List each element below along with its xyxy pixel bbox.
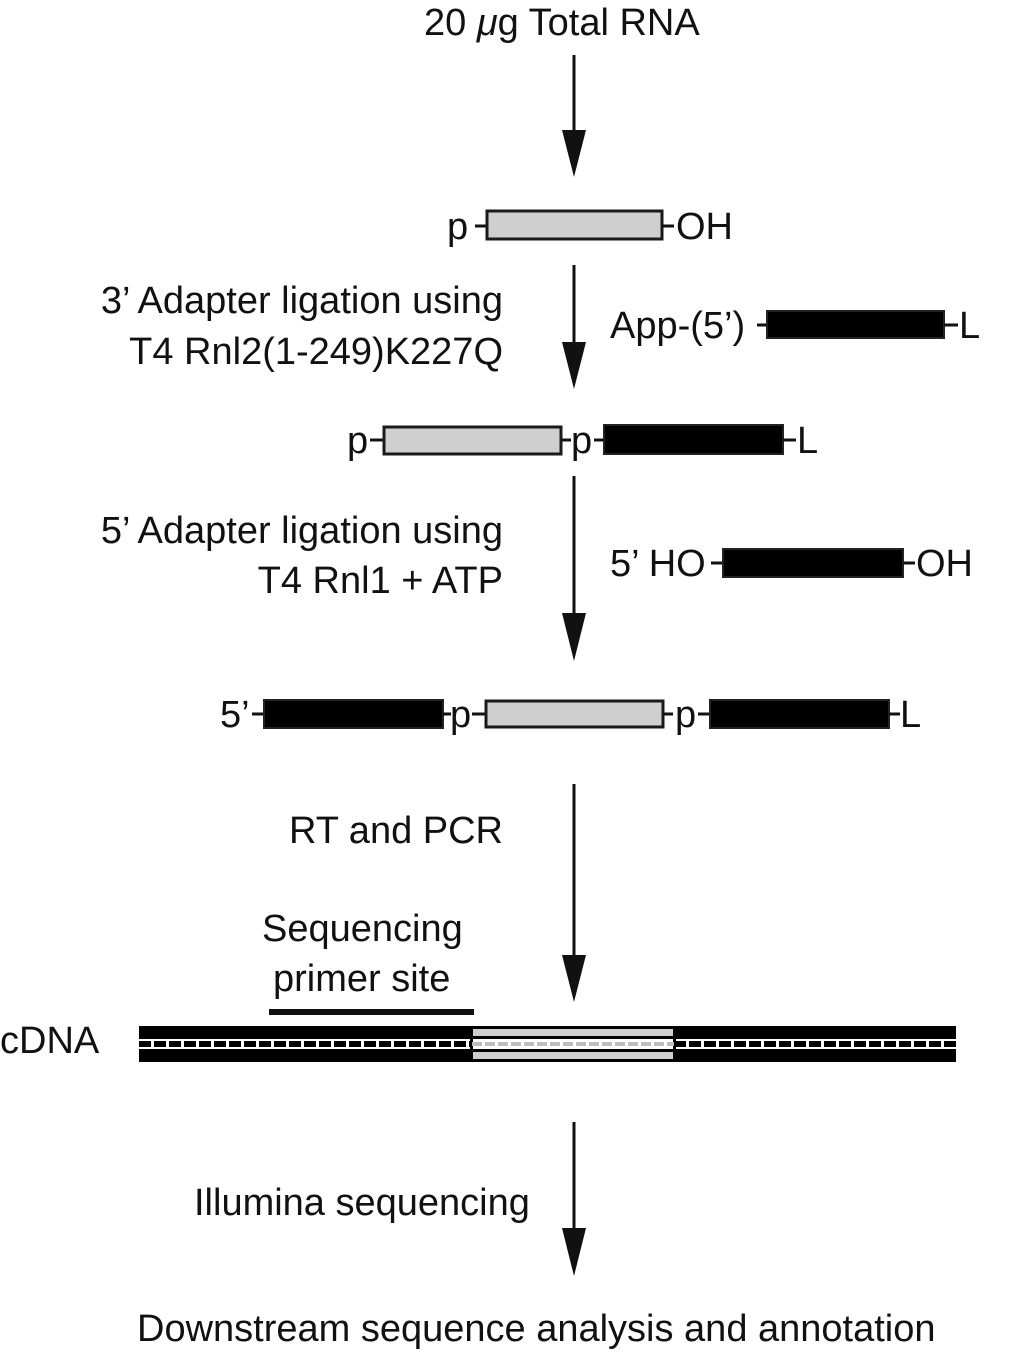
p-label-4: p bbox=[450, 694, 472, 736]
arrow-5 bbox=[562, 1122, 586, 1276]
rt-pcr-label: RT and PCR bbox=[288, 810, 503, 852]
primer-site-line1: Sequencing bbox=[262, 908, 463, 950]
arrow-4 bbox=[562, 784, 586, 1002]
p-label-3: p bbox=[571, 420, 593, 462]
arrow-2 bbox=[562, 265, 586, 389]
total-rna-title: 20 μg Total RNA bbox=[424, 2, 700, 44]
primer-site-bar bbox=[269, 1009, 474, 1015]
p-label: p bbox=[447, 206, 469, 248]
arrow-3 bbox=[562, 476, 586, 661]
cdna-duplex bbox=[139, 1026, 956, 1062]
cdna-label: cDNA bbox=[0, 1020, 100, 1062]
rna-fragment-2 bbox=[382, 425, 563, 456]
five-prime-adapter-ligated bbox=[263, 699, 444, 729]
ligation5-line1: 5’ Adapter ligation using bbox=[100, 510, 503, 552]
ligation3-line1: 3’ Adapter ligation using bbox=[100, 280, 503, 322]
three-prime-adapter-ligated-2 bbox=[709, 699, 890, 729]
arrow-1 bbox=[562, 55, 586, 177]
oh-label-2: OH bbox=[916, 543, 973, 585]
illumina-label: Illumina sequencing bbox=[194, 1182, 530, 1224]
p-label-5: p bbox=[675, 694, 697, 736]
l-label-2: L bbox=[797, 420, 819, 462]
l-label-adapter: L bbox=[959, 305, 981, 347]
p-label-2: p bbox=[347, 420, 369, 462]
rna-fragment-3 bbox=[484, 699, 665, 729]
five-prime-adapter bbox=[722, 548, 904, 578]
five-prime-label: 5’ bbox=[220, 694, 250, 736]
three-prime-adapter bbox=[766, 310, 945, 339]
oh-label: OH bbox=[676, 206, 733, 248]
ligation3-line2: T4 Rnl2(1-249)K227Q bbox=[129, 331, 503, 373]
primer-site-line2: primer site bbox=[273, 958, 451, 1000]
l-label-3: L bbox=[900, 694, 922, 736]
ligation5-line2: T4 Rnl1 + ATP bbox=[257, 560, 503, 602]
app-prefix-label: App-(5’) bbox=[610, 305, 746, 347]
three-prime-adapter-ligated bbox=[603, 424, 784, 455]
final-step-label: Downstream sequence analysis and annotat… bbox=[137, 1308, 936, 1350]
ho-prefix-label: 5’ HO bbox=[610, 543, 706, 585]
rna-fragment bbox=[485, 209, 664, 241]
